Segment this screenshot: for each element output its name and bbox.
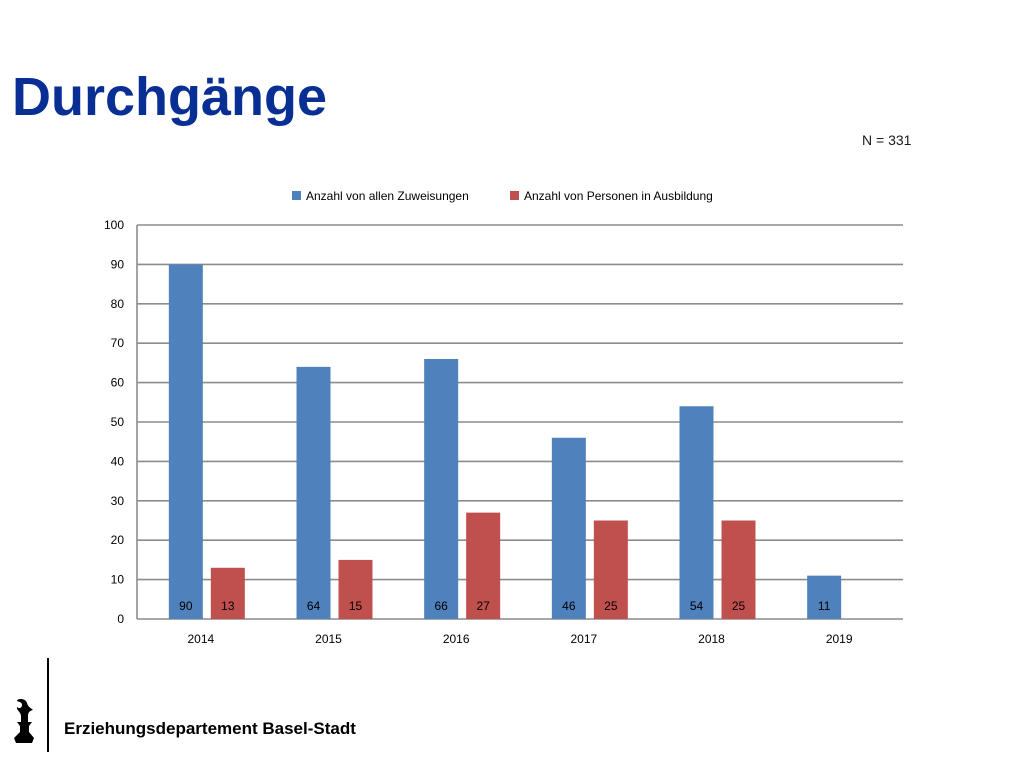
bar: [296, 366, 331, 619]
data-label: 25: [732, 599, 746, 613]
y-tick-label: 90: [111, 257, 125, 271]
baselstab-icon: [12, 698, 38, 744]
x-tick-label: 2014: [187, 632, 214, 646]
y-tick-label: 50: [111, 415, 125, 429]
data-label: 54: [690, 599, 704, 613]
data-label: 46: [562, 599, 576, 613]
y-tick-label: 80: [111, 297, 125, 311]
footer-divider: [47, 658, 49, 752]
bar: [593, 520, 628, 619]
sample-size-label: N = 331: [862, 132, 912, 148]
bar: [210, 567, 245, 619]
data-label: 13: [221, 599, 235, 613]
bar: [721, 520, 756, 619]
y-tick-label: 20: [111, 533, 125, 547]
legend-label: Anzahl von allen Zuweisungen: [306, 189, 469, 203]
x-tick-label: 2019: [826, 632, 853, 646]
bar: [807, 575, 842, 619]
data-label: 64: [307, 599, 321, 613]
slide-title: Durchgänge: [12, 67, 328, 127]
y-tick-label: 100: [104, 218, 124, 232]
data-label: 25: [604, 599, 618, 613]
bar: [679, 406, 714, 619]
data-label: 15: [349, 599, 363, 613]
x-tick-label: 2015: [315, 632, 342, 646]
legend-swatch: [292, 191, 301, 200]
data-label: 66: [434, 599, 448, 613]
bar: [466, 512, 501, 619]
bar: [338, 559, 373, 619]
bar: [551, 437, 586, 619]
x-tick-label: 2018: [698, 632, 725, 646]
y-tick-label: 10: [111, 573, 125, 587]
y-tick-label: 0: [117, 612, 124, 626]
x-tick-label: 2017: [570, 632, 597, 646]
y-tick-label: 30: [111, 494, 125, 508]
bar: [168, 264, 203, 619]
legend-label: Anzahl von Personen in Ausbildung: [524, 189, 713, 203]
footer-label: Erziehungsdepartement Basel-Stadt: [64, 719, 356, 738]
x-tick-label: 2016: [443, 632, 470, 646]
y-tick-label: 60: [111, 376, 125, 390]
data-label: 90: [179, 599, 193, 613]
y-tick-label: 40: [111, 454, 125, 468]
legend-swatch: [510, 191, 519, 200]
bar: [424, 358, 459, 619]
y-tick-label: 70: [111, 336, 125, 350]
data-label: 27: [476, 599, 490, 613]
data-label: 11: [818, 599, 831, 613]
